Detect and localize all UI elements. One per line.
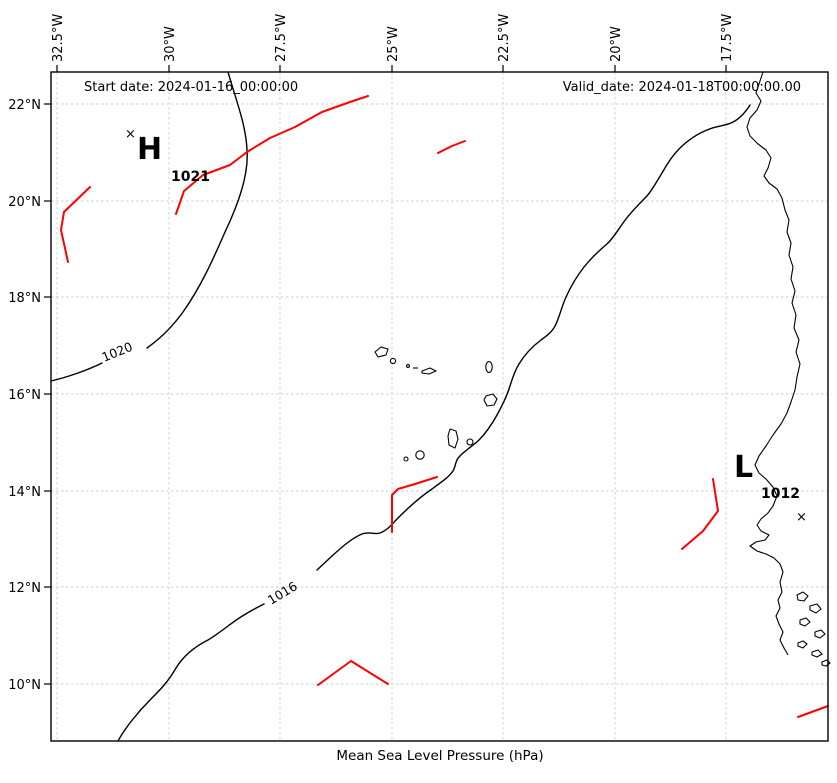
valid-date-label: Valid_date: 2024-01-18T00:00:00.00 xyxy=(563,80,801,95)
x-tick-marks xyxy=(56,65,727,72)
isobar-1020-upper xyxy=(146,71,248,349)
y-tick-label: 10°N xyxy=(8,678,41,693)
y-tick-label: 22°N xyxy=(8,98,41,113)
date-annotations: Start date: 2024-01-16_00:00:00 Valid_da… xyxy=(84,80,801,95)
y-tick-label: 16°N xyxy=(8,388,41,403)
pressure-centers: × H 1021 L 1012 × xyxy=(125,127,807,525)
front-east xyxy=(681,478,719,550)
x-tick-label: 32.5°W xyxy=(51,14,66,62)
start-date-label: Start date: 2024-01-16_00:00:00 xyxy=(84,80,298,95)
y-tick-labels: 22°N 20°N 18°N 16°N 14°N 12°N 10°N xyxy=(8,98,41,693)
y-tick-marks xyxy=(44,103,51,685)
high-symbol: H xyxy=(137,132,162,167)
low-symbol: L xyxy=(734,450,753,485)
y-tick-label: 14°N xyxy=(8,485,41,500)
y-tick-label: 18°N xyxy=(8,291,41,306)
isobar-1016-lower xyxy=(117,603,265,742)
front-corner xyxy=(797,705,829,718)
low-value: 1012 xyxy=(761,486,800,502)
y-tick-label: 20°N xyxy=(8,195,41,210)
front-lines xyxy=(60,95,829,718)
x-tick-label: 25°W xyxy=(386,26,401,62)
isobar-1016-upper xyxy=(316,104,751,571)
figure-caption: Mean Sea Level Pressure (hPa) xyxy=(336,748,543,764)
front-small-north xyxy=(437,140,466,154)
front-north xyxy=(175,95,369,215)
front-capeverde xyxy=(391,476,438,533)
x-tick-label: 22.5°W xyxy=(497,14,512,62)
axes-frame xyxy=(44,65,829,742)
high-value: 1021 xyxy=(171,169,210,185)
isobar-label-1016: 1016 xyxy=(265,578,300,607)
y-tick-label: 12°N xyxy=(8,581,41,596)
isobar-1020-lower xyxy=(50,362,103,382)
x-tick-labels: 32.5°W 30°W 27.5°W 25°W 22.5°W 20°W 17.5… xyxy=(51,14,735,62)
coastline-africa xyxy=(746,71,831,667)
x-tick-label: 30°W xyxy=(163,26,178,62)
low-center-x-icon: × xyxy=(796,510,807,525)
x-tick-label: 20°W xyxy=(609,26,624,62)
front-south-zigzag xyxy=(317,660,389,686)
high-center-x-icon: × xyxy=(125,127,136,142)
gridlines xyxy=(51,72,828,741)
x-tick-label: 27.5°W xyxy=(274,14,289,62)
isobars xyxy=(50,71,751,742)
x-tick-label: 17.5°W xyxy=(720,14,735,62)
isobar-label-1020: 1020 xyxy=(100,339,135,365)
contour-labels: 1020 1016 xyxy=(100,339,300,608)
coastal-islands xyxy=(796,591,831,667)
front-left xyxy=(60,186,91,263)
cape-verde-islands xyxy=(374,346,498,462)
